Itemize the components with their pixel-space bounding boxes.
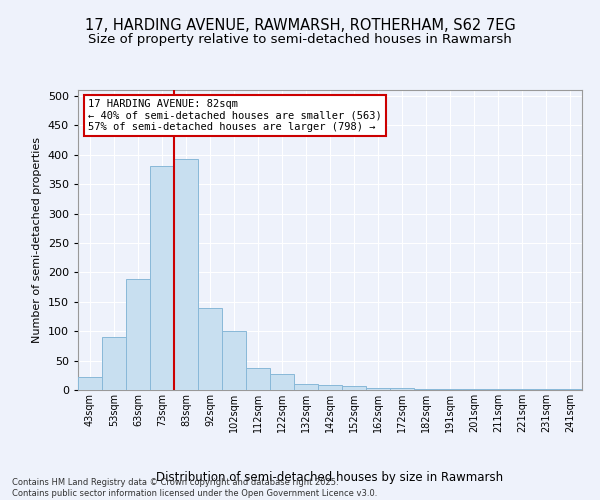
Bar	[174, 159, 198, 390]
Bar	[294, 384, 318, 390]
Bar	[126, 280, 150, 390]
Text: 17, HARDING AVENUE, RAWMARSH, ROTHERHAM, S62 7EG: 17, HARDING AVENUE, RAWMARSH, ROTHERHAM,…	[85, 18, 515, 32]
Bar	[246, 368, 270, 390]
Bar	[414, 389, 438, 390]
Bar	[390, 388, 414, 390]
Bar	[150, 166, 174, 390]
Bar	[270, 374, 294, 390]
Text: Size of property relative to semi-detached houses in Rawmarsh: Size of property relative to semi-detach…	[88, 32, 512, 46]
Bar	[102, 337, 126, 390]
Y-axis label: Number of semi-detached properties: Number of semi-detached properties	[32, 137, 42, 343]
Text: 17 HARDING AVENUE: 82sqm
← 40% of semi-detached houses are smaller (563)
57% of : 17 HARDING AVENUE: 82sqm ← 40% of semi-d…	[88, 99, 382, 132]
Bar	[78, 377, 102, 390]
Bar	[366, 388, 390, 390]
X-axis label: Distribution of semi-detached houses by size in Rawmarsh: Distribution of semi-detached houses by …	[157, 471, 503, 484]
Bar	[318, 386, 342, 390]
Bar	[222, 331, 246, 390]
Bar	[198, 308, 222, 390]
Text: Contains HM Land Registry data © Crown copyright and database right 2025.
Contai: Contains HM Land Registry data © Crown c…	[12, 478, 377, 498]
Bar	[342, 386, 366, 390]
